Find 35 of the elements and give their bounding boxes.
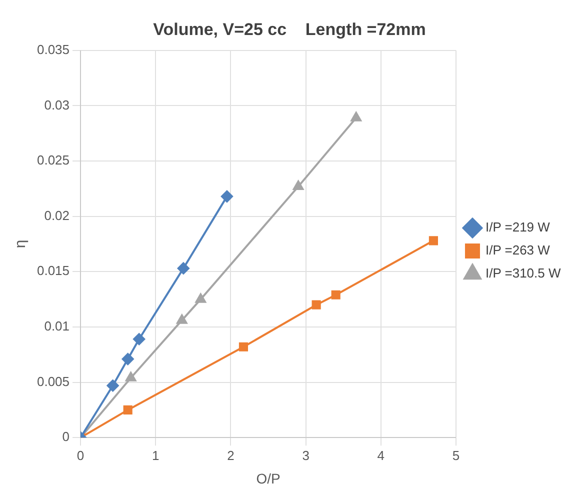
point: [122, 353, 134, 366]
point: [292, 180, 304, 190]
y-tick-label: 0: [62, 429, 70, 444]
y-tick-label: 0.035: [36, 42, 70, 57]
y-tick-label: 0.025: [36, 152, 70, 168]
legend-label: I/P =310.5 W: [485, 266, 562, 281]
x-tick-label: 5: [452, 448, 460, 463]
point: [126, 372, 136, 382]
point: [312, 300, 321, 310]
x-axis-title: O/P: [256, 470, 280, 486]
y-tick-label: 0.015: [36, 263, 70, 278]
point: [331, 290, 340, 300]
point: [350, 112, 362, 122]
x-tick-label: 0: [76, 448, 84, 463]
point: [220, 190, 233, 202]
point: [428, 236, 438, 246]
x-tick-label: 1: [152, 448, 160, 463]
x-tick-label: 3: [302, 448, 310, 463]
point: [238, 342, 248, 352]
x-tick-label: 2: [227, 448, 234, 463]
y-tick-label: 0.005: [36, 374, 70, 389]
point: [133, 333, 146, 346]
x-tick-label: 4: [377, 448, 385, 463]
point: [177, 262, 190, 274]
y-tick-label: 0.03: [44, 97, 70, 112]
point: [195, 293, 206, 303]
legend-label: I/P =219 W: [485, 220, 551, 235]
point: [176, 314, 188, 324]
legend-label: I/P =263 W: [485, 242, 551, 258]
chart-title: Volume, V=25 cc Length =72mm: [153, 20, 426, 39]
point: [123, 405, 132, 414]
y-axis-title: η: [12, 240, 30, 248]
y-tick-label: 0.01: [44, 318, 70, 334]
y-tick-label: 0.02: [44, 208, 70, 223]
point: [106, 380, 119, 392]
